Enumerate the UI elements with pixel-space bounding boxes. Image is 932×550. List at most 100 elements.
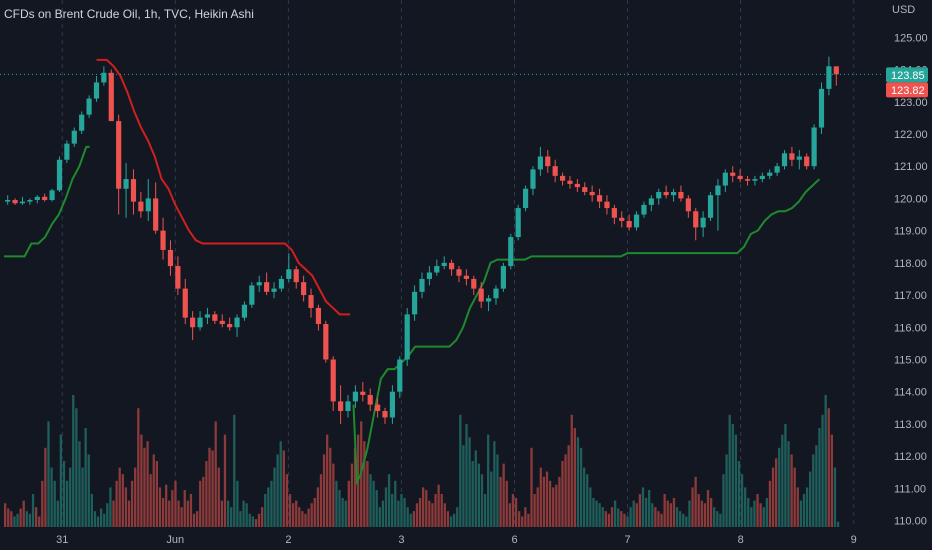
volume-bar xyxy=(799,500,803,527)
volume-bar xyxy=(177,500,180,527)
candle-body xyxy=(367,394,373,405)
candle-body xyxy=(264,282,270,292)
volume-bar xyxy=(583,467,586,527)
volume-bar xyxy=(700,500,703,527)
price-tick-label: 116.00 xyxy=(894,322,927,334)
volume-bar xyxy=(109,487,112,527)
volume-bar xyxy=(613,500,617,527)
candle-body xyxy=(737,175,743,180)
volume-bar xyxy=(561,461,564,527)
candle-body xyxy=(670,191,677,196)
candle-body xyxy=(204,314,211,318)
volume-bar xyxy=(462,445,465,527)
volume-bar xyxy=(728,414,731,527)
candle-body xyxy=(744,179,751,181)
candle-body xyxy=(656,191,662,199)
candle-body xyxy=(293,269,299,283)
candle-body xyxy=(463,275,469,279)
volume-bar xyxy=(765,497,768,527)
volume-bar xyxy=(372,480,375,527)
volume-bar xyxy=(19,508,22,527)
volume-bar xyxy=(635,503,638,527)
volume-bar xyxy=(329,447,332,527)
volume-bar xyxy=(586,474,589,527)
price-tick-label: 119.00 xyxy=(894,226,927,238)
candle-body xyxy=(530,169,536,189)
candle-body xyxy=(582,187,588,192)
volume-bar xyxy=(180,507,183,527)
volume-bar xyxy=(99,508,103,527)
volume-bar xyxy=(273,467,276,527)
candle-body xyxy=(360,391,366,395)
price-axis[interactable]: USD 110.00 111.00 112.00 113.00 114.00 115.00 1… xyxy=(886,4,928,528)
volume-bar xyxy=(149,474,152,527)
candle-body xyxy=(522,188,529,209)
volume-bar xyxy=(672,497,676,527)
candle-body xyxy=(12,200,18,204)
volume-bar xyxy=(787,441,790,527)
candle-body xyxy=(434,266,440,273)
volume-bar xyxy=(72,395,75,527)
volume-bar xyxy=(805,487,809,527)
volume-bar xyxy=(784,424,787,527)
volume-bar xyxy=(762,507,765,527)
candle-body xyxy=(663,191,669,196)
volume-bar xyxy=(425,490,428,527)
volume-bar xyxy=(288,494,292,527)
volume-bar xyxy=(617,508,620,527)
price-tick-label: 111.00 xyxy=(894,483,926,495)
volume-bar xyxy=(694,476,697,527)
volume-bar xyxy=(319,474,323,527)
candle-body xyxy=(227,324,233,328)
volume-bar xyxy=(260,507,264,527)
volume-bar xyxy=(750,507,753,527)
volume-bar xyxy=(781,434,784,527)
volume-bar xyxy=(725,454,728,527)
volume-bar xyxy=(793,467,796,527)
volume-bar xyxy=(394,480,397,527)
price-tick-label: 125.00 xyxy=(894,32,928,44)
volume-bar xyxy=(226,500,230,527)
volume-bar xyxy=(93,511,97,527)
volume-bar xyxy=(347,480,350,527)
volume-bar xyxy=(514,497,518,527)
candle-body xyxy=(352,391,359,402)
volume-bar xyxy=(802,494,806,527)
volume-bar xyxy=(412,511,416,527)
candle-body xyxy=(5,200,11,202)
candle-body xyxy=(241,304,248,318)
candle-body xyxy=(626,220,632,228)
candle-body xyxy=(234,317,240,328)
candle-body xyxy=(123,179,129,189)
candle-body xyxy=(160,230,166,250)
volume-bar xyxy=(778,447,781,527)
volume-bar xyxy=(158,487,162,527)
volume-bar xyxy=(768,480,772,527)
volume-bar xyxy=(570,414,573,527)
volume-bar xyxy=(722,474,725,527)
candle-body xyxy=(833,66,839,75)
volume-bar xyxy=(790,454,793,527)
volume-bar xyxy=(827,408,830,527)
volume-bar xyxy=(295,500,298,527)
candle-body xyxy=(826,66,832,89)
candle-body xyxy=(774,166,780,173)
volume-bar xyxy=(443,503,446,527)
time-axis[interactable]: 31 Jun 2 3 6 7 8 9 xyxy=(56,534,857,546)
volume-bar xyxy=(341,497,344,527)
volume-bar xyxy=(378,507,381,527)
volume-bar xyxy=(16,513,19,527)
time-tick-label: 31 xyxy=(56,534,68,546)
volume-bar xyxy=(391,494,394,527)
volume-bar xyxy=(214,421,217,527)
candle-body xyxy=(338,401,344,412)
time-tick-label: 6 xyxy=(511,534,517,546)
volume-bar xyxy=(375,490,378,527)
volume-bar xyxy=(697,494,700,527)
volume-bar xyxy=(121,474,124,527)
volume-bar xyxy=(545,471,549,527)
candle-body xyxy=(108,72,114,122)
candle-body xyxy=(752,179,758,181)
volume-bar xyxy=(589,487,592,527)
